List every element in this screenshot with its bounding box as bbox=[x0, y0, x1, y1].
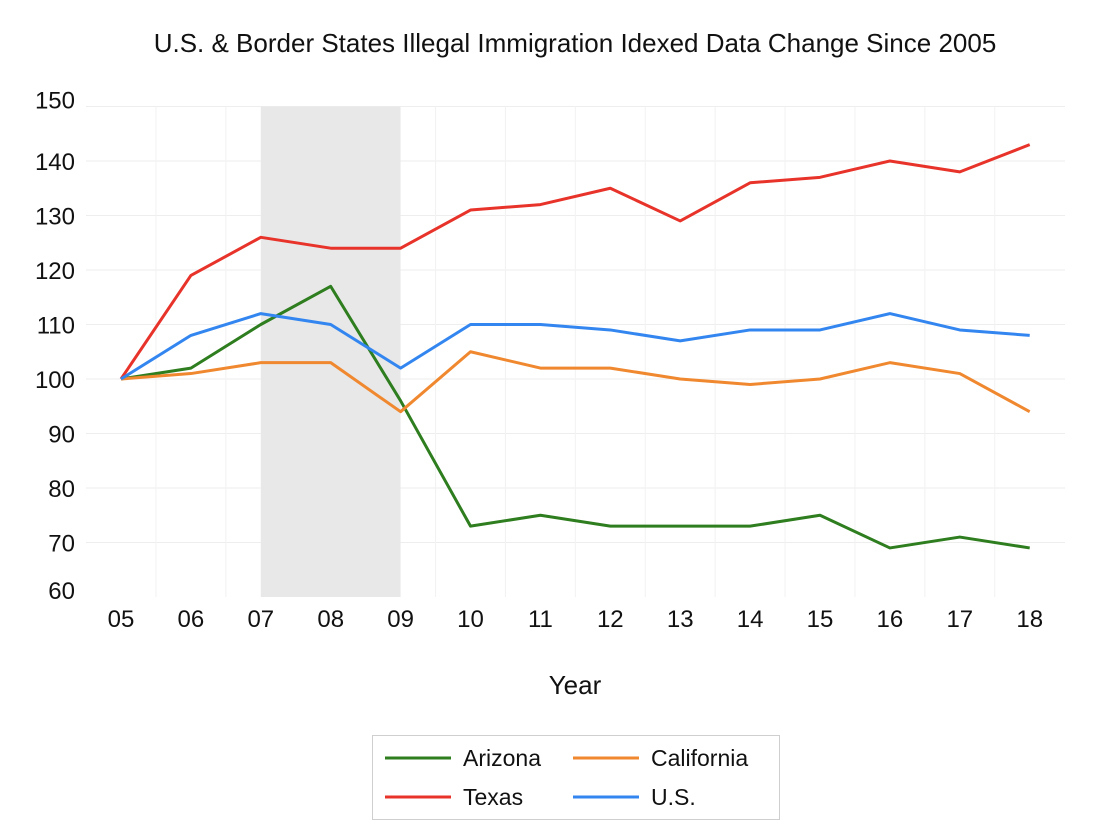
series-line-us bbox=[120, 312, 1030, 381]
x-tick-label: 17 bbox=[946, 606, 973, 633]
legend-label: California bbox=[651, 745, 748, 771]
x-tick-label: 07 bbox=[247, 606, 274, 633]
series-line-arizona bbox=[120, 284, 1030, 550]
x-tick-label: 15 bbox=[807, 606, 834, 633]
y-tick-label: 60 bbox=[48, 578, 75, 605]
legend-label: Arizona bbox=[463, 745, 541, 771]
x-tick-label: 09 bbox=[387, 606, 414, 633]
legend-item: Arizona bbox=[385, 745, 541, 771]
legend: Arizona California Texas U.S. bbox=[372, 735, 780, 820]
y-tick-label: 120 bbox=[35, 258, 75, 285]
chart-title: U.S. & Border States Illegal Immigration… bbox=[154, 28, 997, 58]
series-line-california bbox=[120, 350, 1031, 414]
legend-item: U.S. bbox=[573, 784, 696, 810]
x-tick-label: 08 bbox=[317, 606, 344, 633]
y-tick-label: 130 bbox=[35, 204, 75, 231]
legend-item: California bbox=[573, 745, 748, 771]
legend-label: U.S. bbox=[651, 784, 696, 810]
y-tick-label: 150 bbox=[35, 88, 75, 115]
y-tick-label: 140 bbox=[35, 149, 75, 176]
legend-label: Texas bbox=[463, 784, 523, 810]
x-tick-label: 11 bbox=[528, 606, 553, 633]
y-tick-label: 110 bbox=[37, 313, 75, 340]
y-tick-label: 70 bbox=[48, 531, 75, 558]
x-axis-label: Year bbox=[549, 670, 602, 700]
x-tick-label: 16 bbox=[877, 606, 904, 633]
x-tick-label: 06 bbox=[178, 606, 205, 633]
x-tick-label: 05 bbox=[108, 606, 135, 633]
y-tick-label: 80 bbox=[48, 476, 75, 503]
legend-box bbox=[372, 735, 780, 820]
x-tick-label: 12 bbox=[597, 606, 624, 633]
x-tick-label: 14 bbox=[737, 606, 764, 633]
x-tick-label: 10 bbox=[457, 606, 484, 633]
legend-item: Texas bbox=[385, 784, 523, 810]
x-tick-label: 18 bbox=[1016, 606, 1043, 633]
x-tick-label: 13 bbox=[667, 606, 694, 633]
y-tick-label: 90 bbox=[48, 422, 75, 449]
y-tick-label: 100 bbox=[35, 367, 75, 394]
series-line-texas bbox=[119, 143, 1031, 380]
shaded-region bbox=[260, 106, 401, 597]
